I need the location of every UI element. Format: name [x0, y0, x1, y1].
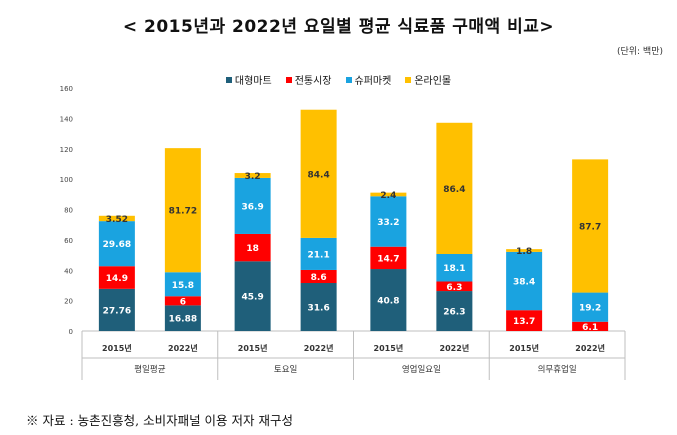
data-label: 38.4: [513, 278, 535, 288]
y-tick-label: 20: [64, 298, 73, 306]
bar-segment: [370, 192, 407, 197]
data-label: 3.52: [106, 215, 128, 225]
data-label: 33.2: [377, 218, 399, 228]
data-label: 21.1: [308, 250, 330, 260]
data-label: 8.6: [311, 273, 327, 283]
bar-segment: [234, 233, 271, 262]
data-label: 14.7: [377, 254, 399, 264]
bar-segment: [98, 221, 135, 267]
x-tick-label: 2015년: [374, 343, 404, 353]
data-label: 40.8: [377, 297, 399, 307]
y-tick-label: 0: [69, 328, 73, 336]
bar-segment: [572, 321, 609, 331]
data-label: 2.4: [380, 191, 396, 201]
y-tick-label: 60: [64, 237, 73, 245]
bar-segment: [506, 251, 543, 311]
bar-segment: [436, 122, 473, 254]
legend: 대형마트 전통시장 슈퍼마켓 온라인몰: [0, 72, 677, 87]
x-tick-label: 2015년: [238, 343, 268, 353]
bar-segment: [98, 266, 135, 289]
bar-segment: [300, 269, 337, 284]
data-label: 6: [180, 297, 186, 307]
data-label: 86.4: [443, 185, 465, 195]
x-tick-label: 2022년: [304, 343, 334, 353]
bar-segment: [98, 215, 135, 222]
bar-segment: [234, 177, 271, 234]
bar-segment: [506, 310, 543, 331]
legend-item-traditional-market: 전통시장: [285, 72, 332, 87]
y-tick-label: 100: [60, 176, 73, 184]
data-label: 6.1: [582, 323, 598, 333]
unit-label: (단위: 백만): [616, 47, 663, 57]
bar-segment: [234, 173, 271, 178]
group-label: 의무휴업일: [538, 364, 577, 375]
legend-swatch: [225, 76, 232, 83]
bar-segment: [436, 253, 473, 282]
x-tick-label: 2022년: [168, 343, 198, 353]
legend-swatch: [285, 76, 292, 83]
data-label: 45.9: [242, 293, 264, 303]
bar-segment: [572, 292, 609, 322]
data-label: 18: [246, 244, 259, 254]
data-label: 18.1: [443, 264, 465, 274]
bar-segment: [572, 159, 609, 293]
bar-segment: [300, 283, 337, 331]
data-label: 6.3: [446, 283, 462, 293]
data-label: 16.88: [169, 315, 197, 325]
bar-segment: [370, 246, 407, 270]
bar-segment: [300, 109, 337, 238]
bar-segment: [98, 288, 135, 331]
x-tick-label: 2015년: [509, 343, 539, 353]
group-label: 토요일: [274, 365, 297, 375]
data-label: 36.9: [242, 202, 264, 212]
data-label: 27.76: [103, 306, 131, 316]
data-label: 84.4: [308, 170, 330, 180]
y-tick-label: 120: [60, 146, 73, 154]
chart-title: < 2015년과 2022년 요일별 평균 식료품 구매액 비교>: [122, 17, 555, 37]
bar-segment: [164, 272, 201, 297]
bar-segment: [506, 249, 543, 252]
legend-label: 슈퍼마켓: [354, 76, 392, 87]
y-tick-label: 80: [64, 207, 73, 215]
legend-label: 전통시장: [294, 76, 332, 87]
data-label: 19.2: [579, 304, 601, 314]
legend-item-online-mall: 온라인몰: [405, 72, 451, 87]
source-note: ※ 자료 : 농촌진흥청, 소비자패널 이용 저자 재구성: [26, 413, 293, 428]
data-label: 26.3: [443, 308, 465, 318]
data-label: 15.8: [172, 281, 194, 291]
legend-item-hypermarket: 대형마트: [225, 72, 272, 87]
bar-segment: [234, 261, 271, 331]
data-label: 29.68: [103, 240, 131, 250]
data-label: 14.9: [106, 274, 128, 284]
data-label: 31.6: [308, 304, 330, 314]
data-label: 1.8: [516, 247, 532, 257]
x-tick-label: 2022년: [575, 343, 605, 353]
data-label: 87.7: [579, 222, 601, 232]
y-tick-label: 160: [60, 85, 73, 93]
data-label: 3.2: [245, 172, 261, 182]
bar-segment: [300, 237, 337, 270]
legend-label: 대형마트: [234, 76, 272, 87]
bar-segment: [436, 291, 473, 331]
bar-segment: [370, 196, 407, 247]
bar-segment: [436, 281, 473, 292]
legend-swatch: [405, 76, 412, 83]
legend-item-supermarket: 슈퍼마켓: [345, 72, 392, 87]
legend-label: 온라인몰: [414, 76, 452, 87]
group-label: 평일평균: [134, 364, 165, 375]
group-label: 영업일요일: [402, 364, 441, 375]
data-label: 81.72: [169, 207, 197, 217]
bar-segment: [370, 269, 407, 331]
y-tick-label: 140: [60, 115, 73, 123]
bar-segment: [164, 296, 201, 306]
bar-segment: [164, 148, 201, 273]
legend-swatch: [345, 76, 352, 83]
y-tick-label: 40: [64, 267, 73, 275]
x-tick-label: 2015년: [102, 343, 132, 353]
x-tick-label: 2022년: [440, 343, 470, 353]
bar-segment: [164, 305, 201, 331]
data-label: 13.7: [513, 317, 535, 327]
